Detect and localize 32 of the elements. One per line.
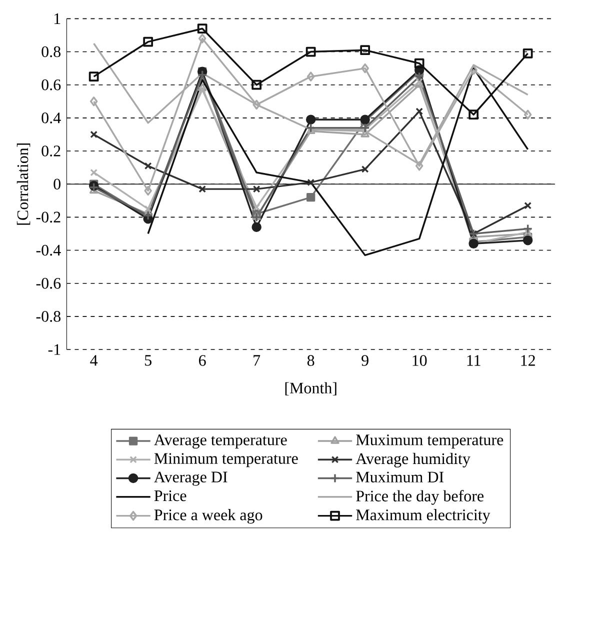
x-tick-label: 8 [307,355,314,366]
legend-label: Maximum electricity [356,509,490,524]
x-tick-label: 6 [198,355,206,366]
legend-label: Price the day before [356,490,484,505]
legend-label: Price a week ago [154,509,262,524]
x-tick-label: 12 [521,355,535,366]
x-tick-label: 7 [253,355,260,366]
legend-label: Average humidity [356,452,470,468]
x-tick-label: 4 [90,355,98,366]
y-tick-label: -1 [48,344,60,355]
x-axis-title: [Month] [285,382,336,396]
y-tick-label: 0 [54,178,60,190]
x-tick-label: 11 [467,355,480,366]
y-axis-title: [Corralation] [16,143,30,225]
y-tick-label: 0.2 [42,146,60,156]
y-tick-label: -0.2 [36,212,60,223]
y-tick-label: 0.8 [42,46,60,58]
legend-label: Average temperature [154,434,287,449]
y-tick-label: -0.6 [36,278,60,289]
legend-label: Muximum DI [356,472,444,482]
y-tick-label: -0.4 [36,244,61,256]
y-tick-label: -0.8 [36,310,60,322]
y-tick-label: 1 [54,13,60,24]
legend-label: Average DI [154,472,228,486]
legend-label: Minimum temperature [154,453,298,468]
x-tick-label: 10 [412,355,427,366]
x-tick-label: 5 [144,355,152,366]
x-tick-label: 9 [361,355,368,366]
legend-label: Muximum temperature [356,434,503,449]
legend-label: Price [154,490,186,502]
y-tick-label: 0.6 [42,79,60,90]
y-tick-label: 0.4 [42,112,61,124]
